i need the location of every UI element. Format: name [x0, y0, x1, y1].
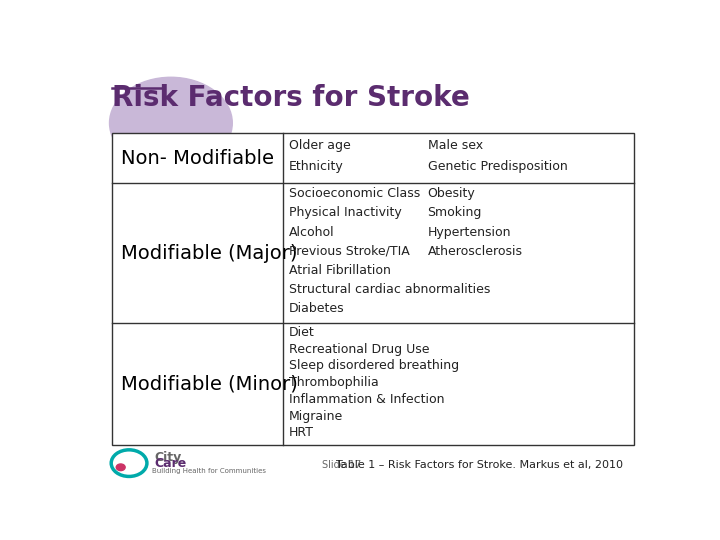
Text: Sleep disordered breathing: Sleep disordered breathing: [289, 360, 459, 373]
Circle shape: [109, 77, 233, 168]
Text: Modifiable (Major): Modifiable (Major): [121, 244, 297, 262]
Text: Socioeconomic Class: Socioeconomic Class: [289, 187, 420, 200]
Text: Physical Inactivity: Physical Inactivity: [289, 206, 402, 219]
Text: Structural cardiac abnormalities: Structural cardiac abnormalities: [289, 284, 490, 296]
Text: City: City: [155, 451, 182, 464]
Text: Care: Care: [155, 457, 187, 470]
Text: Atrial Fibrillation: Atrial Fibrillation: [289, 264, 391, 277]
Text: HRT: HRT: [289, 426, 314, 439]
Text: Non- Modifiable: Non- Modifiable: [121, 148, 274, 168]
Text: Inflammation & Infection: Inflammation & Infection: [289, 393, 445, 406]
Text: Smoking: Smoking: [428, 206, 482, 219]
Text: Thrombophilia: Thrombophilia: [289, 376, 379, 389]
Text: Recreational Drug Use: Recreational Drug Use: [289, 343, 430, 356]
Text: Genetic Predisposition: Genetic Predisposition: [428, 160, 567, 173]
Text: Slide 17: Slide 17: [322, 460, 361, 470]
Text: Alcohol: Alcohol: [289, 226, 335, 239]
Text: Diabetes: Diabetes: [289, 302, 345, 315]
Text: Previous Stroke/TIA: Previous Stroke/TIA: [289, 245, 410, 258]
Text: Ethnicity: Ethnicity: [289, 160, 344, 173]
Bar: [112, 133, 634, 446]
Text: Hypertension: Hypertension: [428, 226, 511, 239]
Text: Diet: Diet: [289, 326, 315, 339]
Text: Risk Factors for Stroke: Risk Factors for Stroke: [112, 84, 470, 112]
Text: Modifiable (Minor): Modifiable (Minor): [121, 375, 297, 394]
Text: Older age: Older age: [289, 139, 351, 152]
Text: Building Health for Communities: Building Health for Communities: [153, 469, 266, 475]
Circle shape: [116, 464, 125, 471]
Text: Obesity: Obesity: [428, 187, 475, 200]
Text: Migraine: Migraine: [289, 409, 343, 422]
Text: Atherosclerosis: Atherosclerosis: [428, 245, 523, 258]
Text: Table 1 – Risk Factors for Stroke. Markus et al, 2010: Table 1 – Risk Factors for Stroke. Marku…: [336, 460, 623, 470]
Text: Male sex: Male sex: [428, 139, 482, 152]
